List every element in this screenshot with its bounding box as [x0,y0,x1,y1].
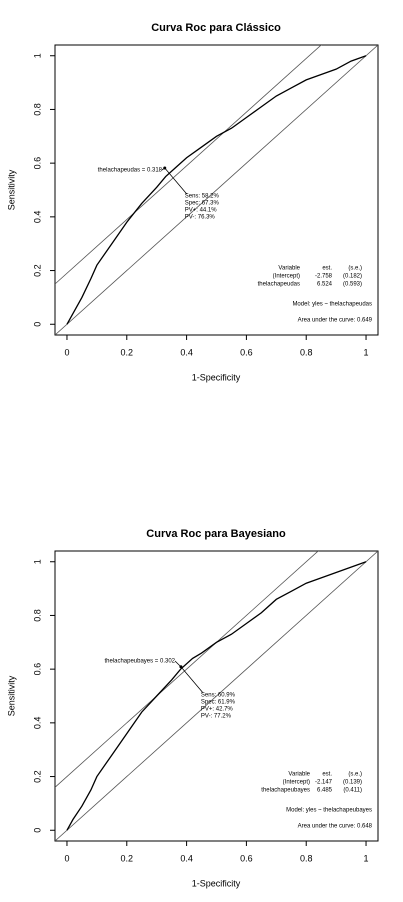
model-table-cell: (0.182) [343,274,362,280]
y-tick-label: 0.4 [32,717,42,730]
x-axis-label: 1-Specificity [192,372,241,382]
x-tick-label: 0.8 [300,853,313,863]
chart-title: Curva Roc para Bayesiano [146,528,286,540]
x-tick-label: 0 [64,347,69,357]
y-tick-label: 0 [32,828,42,833]
y-axis-label: Sensitivity [6,675,16,716]
x-tick-label: 1 [364,853,369,863]
cutoff-label: thelachapeubayes = 0.302 [104,659,175,665]
y-tick-label: 0 [32,322,42,327]
stat-label: Sens: 60.9% [201,692,236,698]
x-axis-label: 1-Specificity [192,878,241,888]
y-tick-label: 0.6 [32,663,42,676]
stat-label: PV+: 44.1% [185,208,218,214]
y-tick-label: 0.2 [32,264,42,277]
model-label: Model: yles ~ thelachapeudas [292,302,372,308]
x-tick-label: 0 [64,853,69,863]
stat-label: Sens: 58.2% [185,194,220,200]
y-tick-label: 0.4 [32,211,42,224]
x-tick-label: 0.4 [180,853,193,863]
cutoff-label: thelachapeudas = 0.318 [98,168,163,174]
model-table-cell: -2.147 [315,780,333,786]
model-table-cell: (s.e.) [348,266,362,272]
model-table-cell: Variable [278,266,300,272]
model-table-cell: (0.139) [343,780,362,786]
roc-curve [66,561,367,831]
y-axis-label: Sensitivity [6,169,16,210]
x-tick-label: 0.6 [240,853,253,863]
model-table-cell: 6.524 [317,282,333,288]
x-tick-label: 0.6 [240,347,253,357]
model-table-cell: (0.411) [343,788,362,794]
y-tick-label: 0.6 [32,157,42,170]
stat-label: PV+: 42.7% [201,706,234,712]
plot-frame [54,44,379,336]
x-tick-label: 1 [364,347,369,357]
x-tick-label: 0.8 [300,347,313,357]
model-table-cell: (s.e.) [348,772,362,778]
model-table-cell: est. [322,772,332,778]
model-table-cell: (0.593) [343,282,362,288]
model-table-cell: thelachapeudas [258,282,300,288]
y-tick-label: 1 [32,53,42,58]
x-tick-label: 0.2 [121,347,134,357]
chart-title: Curva Roc para Clássico [151,22,281,34]
y-tick-label: 0.8 [32,609,42,622]
x-tick-label: 0.4 [180,347,193,357]
x-tick-label: 0.2 [121,853,134,863]
model-table-cell: (Intercept) [283,780,310,786]
model-table-cell: -2.758 [315,274,333,280]
stat-label: Spec: 61.9% [201,699,236,705]
stat-label: PV-: 76.3% [185,215,216,221]
model-table-cell: 6.485 [317,788,333,794]
auc-label: Area under the curve: 0.649 [298,318,373,324]
stat-label: Spec: 67.3% [185,201,220,207]
model-table-cell: thelachapeubayes [261,788,310,794]
model-table-cell: Variable [288,772,310,778]
model-table-cell: (Intercept) [273,274,300,280]
auc-label: Area under the curve: 0.648 [298,824,373,830]
y-tick-label: 0.2 [32,770,42,783]
model-label: Model: yles ~ thelachapeubayes [286,808,372,814]
reference-line [55,45,322,285]
annotation-leader [161,167,188,195]
reference-line [55,551,378,841]
model-table-cell: est. [322,266,332,272]
annotation-leader [174,660,204,693]
stat-label: PV-: 77.2% [201,713,232,719]
plot-frame [54,550,379,842]
y-tick-label: 1 [32,559,42,564]
y-tick-label: 0.8 [32,103,42,116]
roc-curve [66,55,367,325]
reference-line [55,45,378,335]
